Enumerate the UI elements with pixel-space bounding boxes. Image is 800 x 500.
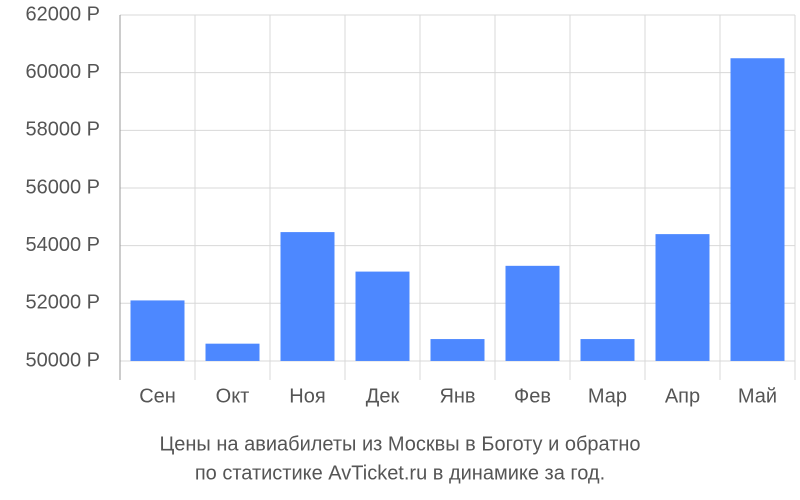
bar: [730, 58, 785, 361]
x-tick-label: Янв: [439, 385, 475, 407]
x-tick-label: Май: [738, 385, 777, 407]
bar: [430, 339, 485, 361]
y-tick-label: 58000 Р: [25, 119, 100, 141]
bar: [355, 271, 410, 361]
bar: [655, 234, 710, 361]
x-tick-label: Сен: [139, 385, 176, 407]
y-tick-label: 52000 Р: [25, 292, 100, 314]
bar: [280, 232, 335, 361]
x-tick-label: Апр: [665, 385, 700, 407]
x-tick-label: Фев: [514, 385, 551, 407]
chart-title: Цены на авиабилеты из Москвы в Боготу и …: [159, 433, 640, 455]
y-tick-label: 50000 Р: [25, 349, 100, 371]
x-tick-label: Ноя: [289, 385, 325, 407]
bar: [205, 343, 260, 361]
y-tick-label: 62000 Р: [25, 3, 100, 25]
x-tick-label: Мар: [588, 385, 627, 407]
x-tick-label: Дек: [366, 385, 400, 407]
chart-subtitle: по статистике AvTicket.ru в динамике за …: [195, 462, 605, 484]
x-tick-label: Окт: [216, 385, 250, 407]
bar: [505, 265, 560, 361]
bar: [130, 300, 185, 361]
y-tick-label: 56000 Р: [25, 176, 100, 198]
y-tick-label: 54000 Р: [25, 234, 100, 256]
bar: [580, 339, 635, 361]
y-tick-label: 60000 Р: [25, 61, 100, 83]
